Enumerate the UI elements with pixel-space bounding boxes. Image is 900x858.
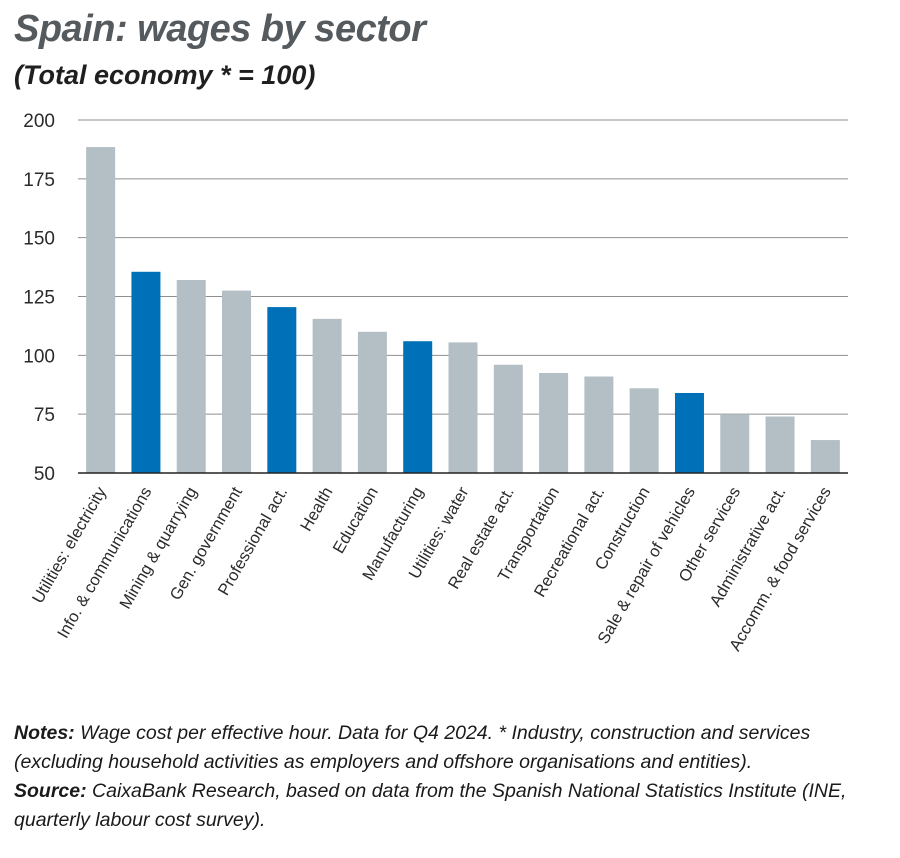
bar (176, 280, 206, 473)
notes-paragraph: Notes: Wage cost per effective hour. Dat… (14, 719, 884, 777)
bar (222, 290, 252, 473)
y-tick-label: 50 (34, 464, 55, 485)
y-tick-label: 200 (23, 111, 55, 132)
source-text: CaixaBank Research, based on data from t… (14, 780, 847, 831)
bar (312, 318, 342, 473)
source-paragraph: Source: CaixaBank Research, based on dat… (14, 777, 884, 835)
y-tick-label: 75 (34, 405, 55, 426)
bar (674, 392, 704, 473)
bar (584, 376, 614, 473)
chart-title: Spain: wages by sector (14, 8, 426, 50)
bar (131, 271, 161, 473)
source-label: Source: (14, 780, 87, 802)
notes-label: Notes: (14, 722, 75, 744)
x-tick-label: Health (297, 484, 336, 534)
bar (629, 388, 659, 473)
bar (493, 364, 523, 473)
bar (403, 341, 433, 473)
bar (810, 440, 840, 473)
bar (448, 342, 478, 473)
bar (539, 372, 569, 473)
y-tick-label: 125 (23, 288, 55, 309)
bar (267, 307, 297, 473)
bar (720, 414, 750, 473)
bar (86, 147, 116, 473)
chart-subtitle: (Total economy * = 100) (14, 60, 316, 90)
bar (765, 416, 795, 473)
y-tick-label: 150 (23, 229, 55, 250)
chart-notes: Notes: Wage cost per effective hour. Dat… (14, 719, 884, 835)
y-tick-label: 100 (23, 346, 55, 367)
y-tick-label: 175 (23, 170, 55, 191)
notes-text: Wage cost per effective hour. Data for Q… (14, 722, 811, 773)
bar (357, 331, 387, 473)
x-tick-label: Education (330, 484, 382, 557)
